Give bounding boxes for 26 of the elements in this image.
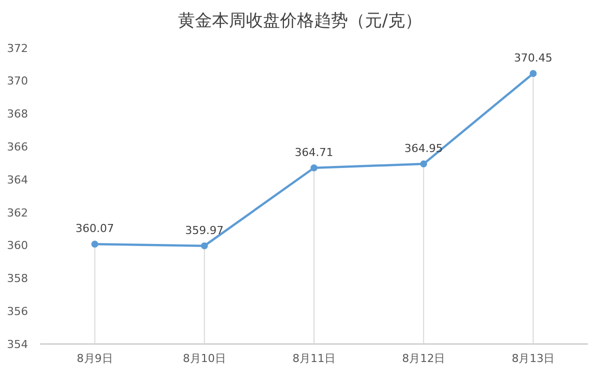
x-tick-label: 8月11日 <box>292 352 336 365</box>
y-tick-label: 368 <box>7 108 28 121</box>
point <box>310 164 318 172</box>
chart-title: 黄金本周收盘价格趋势（元/克） <box>178 11 422 31</box>
point <box>91 240 98 248</box>
data-label: 359.97 <box>185 224 224 237</box>
x-tick-label: 8月10日 <box>182 352 226 365</box>
data-label: 364.95 <box>404 142 443 155</box>
point <box>200 242 208 250</box>
y-tick-label: 366 <box>7 140 28 154</box>
x-tick-label: 8月12日 <box>402 352 446 365</box>
y-tick-label: 356 <box>7 304 28 318</box>
y-tick-label: 370 <box>7 74 28 88</box>
y-tick-label: 362 <box>7 206 28 220</box>
y-tick-label: 364 <box>7 173 28 186</box>
point <box>420 160 428 168</box>
y-tick-label: 372 <box>7 42 28 55</box>
data-label: 360.07 <box>76 222 114 236</box>
y-tick-label: 360 <box>7 239 28 252</box>
data-label: 364.71 <box>294 146 334 159</box>
y-tick-label: 354 <box>7 338 28 351</box>
data-label: 370.45 <box>514 51 552 64</box>
x-tick-label: 8月9日 <box>76 352 113 365</box>
x-tick-label: 8月13日 <box>512 352 555 365</box>
y-tick-label: 358 <box>7 272 28 286</box>
point <box>530 70 537 77</box>
